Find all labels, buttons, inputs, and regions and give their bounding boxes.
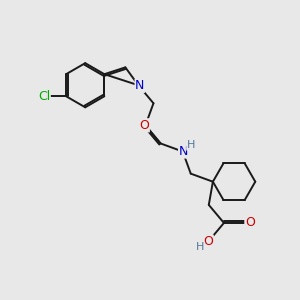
Text: N: N — [178, 145, 188, 158]
Text: O: O — [140, 119, 149, 132]
Text: Cl: Cl — [38, 90, 50, 103]
Text: H: H — [196, 242, 205, 252]
Text: H: H — [187, 140, 195, 150]
Text: O: O — [245, 216, 255, 230]
Text: O: O — [203, 235, 213, 248]
Text: N: N — [135, 79, 145, 92]
